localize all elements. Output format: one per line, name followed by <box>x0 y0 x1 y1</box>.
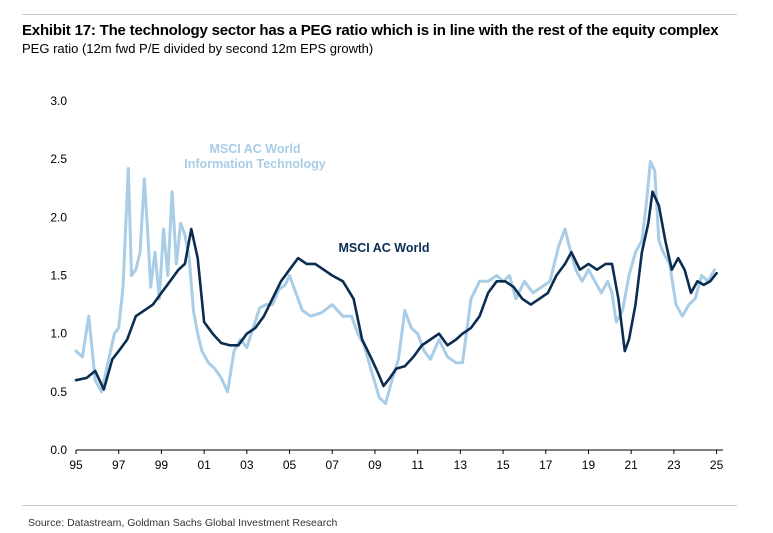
y-tick-label: 2.5 <box>50 152 67 166</box>
bottom-rule <box>22 505 737 506</box>
it-series-line <box>74 160 716 405</box>
y-tick-label: 1.5 <box>50 269 67 283</box>
y-tick-label: 1.0 <box>50 327 67 341</box>
x-tick-label: 21 <box>625 458 639 472</box>
x-tick-label: 01 <box>197 458 211 472</box>
source-note: Source: Datastream, Goldman Sachs Global… <box>28 517 338 529</box>
x-tick-label: 25 <box>710 458 724 472</box>
x-tick-label: 19 <box>582 458 596 472</box>
it-series-label-line1: MSCI AC World <box>210 142 301 156</box>
y-tick-label: 0.5 <box>50 385 67 399</box>
x-tick-label: 07 <box>326 458 340 472</box>
x-tick-label: 23 <box>667 458 681 472</box>
y-tick-label: 3.0 <box>50 94 67 108</box>
chart-subtitle: PEG ratio (12m fwd P/E divided by second… <box>22 41 374 56</box>
it-series-label-line2: Information Technology <box>184 157 325 171</box>
x-tick-label: 11 <box>411 458 424 472</box>
x-tick-label: 95 <box>69 458 83 472</box>
world-series-line <box>74 190 718 391</box>
axes-layer: 0.0 0.5 1.0 1.5 2.0 2.5 3.0 95 97 99 01 03 05 07 09 11 1… <box>50 94 723 472</box>
x-tick-label: 97 <box>112 458 126 472</box>
x-tick-label: 09 <box>368 458 382 472</box>
x-tick-label: 99 <box>155 458 169 472</box>
top-rule <box>22 14 737 15</box>
x-tick-label: 03 <box>240 458 254 472</box>
x-tick-label: 17 <box>539 458 553 472</box>
x-tick-label: 13 <box>454 458 468 472</box>
series-layer <box>74 160 718 405</box>
y-tick-label: 0.0 <box>50 443 67 457</box>
x-tick-label: 05 <box>283 458 297 472</box>
chart-title: Exhibit 17: The technology sector has a … <box>22 22 719 39</box>
world-series-label: MSCI AC World <box>339 241 430 255</box>
y-tick-label: 2.0 <box>50 210 67 224</box>
x-tick-label: 15 <box>496 458 510 472</box>
